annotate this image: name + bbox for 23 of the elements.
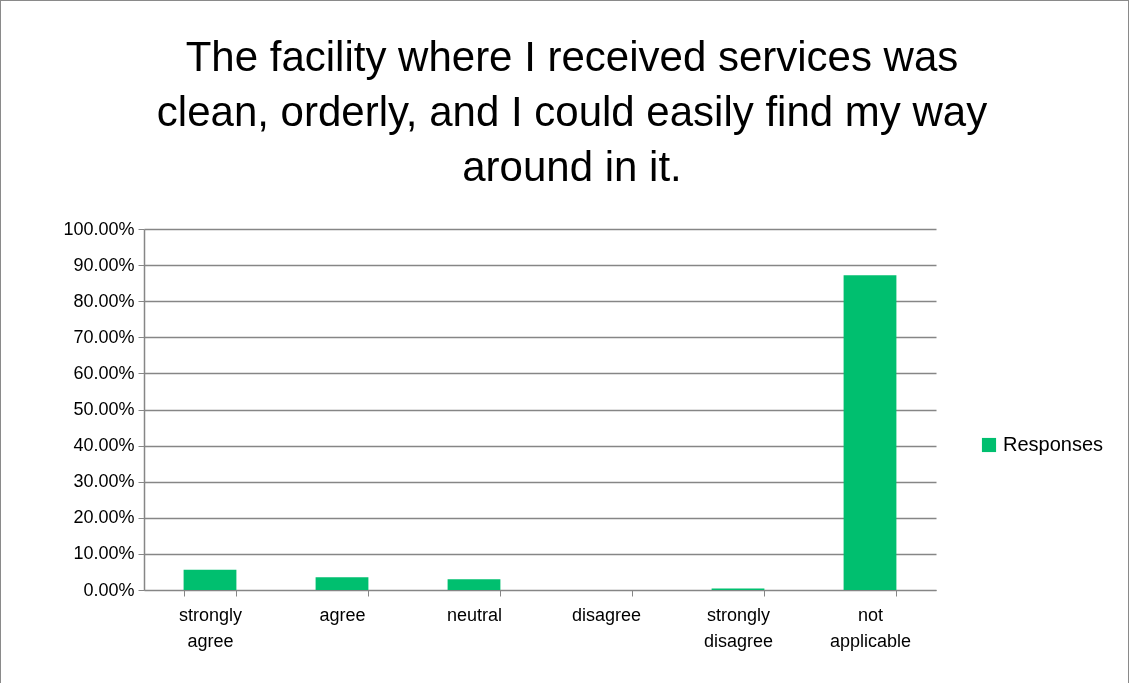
y-tick-label: 40.00% (73, 435, 135, 456)
y-tick-label: 50.00% (73, 399, 135, 419)
bar (843, 275, 897, 590)
y-tick-label: 100.00% (63, 218, 135, 239)
y-tick-label: 30.00% (73, 471, 135, 492)
chart-title: The facility where I received services was clean, orderly, and I could easily find my way around in it. (156, 33, 988, 190)
y-tick-label: 60.00% (73, 362, 135, 383)
x-tick-label: strongly disagree (703, 604, 774, 651)
bar (315, 577, 369, 590)
y-tick-label: 80.00% (73, 290, 135, 311)
x-tick-label: agree (319, 604, 366, 625)
y-tick-label: 20.00% (73, 507, 135, 528)
y-tick-label: 70.00% (73, 326, 135, 347)
y-tick-label: 90.00% (73, 254, 135, 275)
x-tick-label: strongly agree (178, 604, 243, 651)
x-tick-label: neutral (446, 604, 503, 625)
legend-label: Responses (1003, 433, 1104, 455)
x-tick-label: not applicable (829, 604, 912, 651)
bar (183, 569, 237, 590)
y-tick-label: 0.00% (83, 579, 135, 600)
y-tick-label: 10.00% (73, 543, 135, 564)
bar (447, 579, 501, 590)
x-tick-label: disagree (571, 604, 642, 625)
